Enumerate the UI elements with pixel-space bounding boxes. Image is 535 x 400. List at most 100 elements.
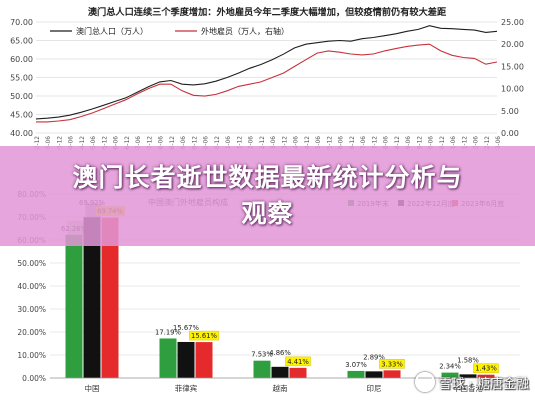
x-axis-tick-label: 2010-06 [204,136,210,150]
x-axis-tick-label: 2011-12 [237,136,243,150]
line-chart-title: 澳门总人口连续三个季度增加：外地雇员今年二季度大幅增加，但较疫情前仍有较大差距 [88,6,447,18]
bar [101,217,119,378]
legend-entry: 澳门总人口（万人） [76,26,148,36]
left-axis-tick-label: 70.00 [10,18,33,27]
right-axis-tick-label: 0.00 [501,129,519,138]
legend-entry: 外地雇员（万人，右轴） [201,26,289,36]
x-axis-tick-label: 2018-06 [384,136,390,150]
y-axis-tick-label: 50.00% [17,259,46,268]
x-axis-tick-label: 2008-12 [170,136,176,150]
x-axis-tick-label: 2020-06 [429,136,435,150]
bar [65,234,83,378]
data-label: 1.58% [457,356,479,364]
x-axis-tick-label: 2023-06 [496,136,502,150]
x-axis-tick-label: 2021-06 [451,136,457,150]
watermark: 雪球 · 糖唐金融 [414,372,529,392]
y-axis-tick-label: 10.00% [17,351,46,360]
x-axis-tick-label: 2011-06 [226,136,232,150]
right-axis-tick-label: 15.00 [501,62,524,71]
title-banner [0,146,535,246]
x-axis-tick-label: 2005-06 [91,136,97,150]
banner-title: 澳门长者逝世数据最新统计分析与 观察 [0,160,535,232]
category-label: 越南 [273,383,288,393]
watermark-text: 雪球 · 糖唐金融 [438,376,529,392]
left-axis-tick-label: 55.00 [10,74,33,83]
data-label-highlight [285,356,311,367]
y-axis-tick-label: 0.00% [22,374,46,383]
x-axis-tick-label: 2004-06 [69,136,75,150]
category-label: 菲律宾 [175,383,198,393]
bar [459,374,477,378]
left-axis-tick-label: 65.00 [10,37,33,46]
category-label: 印尼 [367,384,382,393]
bar [441,372,459,378]
x-axis-tick-label: 2005-12 [102,136,108,150]
right-axis-tick-label: 25.00 [501,18,524,27]
data-label: 4.41% [287,358,309,366]
right-axis-tick-label: 10.00 [501,85,524,94]
data-label: 2.89% [363,353,385,361]
data-label: 1.43% [475,365,497,373]
bar [289,367,307,378]
x-axis-tick-label: 2006-12 [125,136,131,150]
x-axis-tick-label: 2008-06 [159,136,165,150]
bar [365,371,383,378]
data-label: 15.61% [191,332,217,340]
x-axis-tick-label: 2019-06 [406,136,412,150]
bar [253,360,271,378]
x-axis-tick-label: 2019-12 [417,136,423,150]
x-axis-tick-label: 2012-06 [249,136,255,150]
x-axis-tick-label: 2020-12 [440,136,446,150]
bar [271,366,289,378]
x-axis-tick-label: 2009-06 [181,136,187,150]
x-axis-tick-label: 2003-06 [46,136,52,150]
data-label: 3.33% [381,360,403,368]
x-axis-tick-label: 2017-12 [372,136,378,150]
x-axis-tick-label: 2017-06 [361,136,367,150]
left-axis-tick-label: 45.00 [10,111,33,120]
x-axis-tick-label: 2006-06 [114,136,120,150]
right-axis-tick-label: 5.00 [501,107,519,116]
x-axis-tick-label: 2009-12 [192,136,198,150]
banner-title-line1: 澳门长者逝世数据最新统计分析与 [72,163,463,192]
x-axis-tick-label: 2015-12 [327,136,333,150]
y-axis-tick-label: 40.00% [17,282,46,291]
bar [477,374,495,378]
foreign-workers-line [36,43,498,123]
x-axis-tick-label: 2018-12 [395,136,401,150]
data-label: 7.53% [251,351,273,359]
y-axis-tick-label: 20.00% [17,328,46,337]
data-label-highlight [379,359,405,369]
x-axis-tick-label: 2016-12 [350,136,356,150]
bar [83,217,101,378]
snowball-logo-icon [414,372,435,392]
data-label-highlight [473,363,499,373]
bar [159,338,177,378]
bar [383,370,401,378]
data-label: 2.34% [439,363,461,371]
x-axis-tick-label: 2010-12 [215,136,221,150]
category-label: 中国 [85,383,100,393]
x-axis-tick-label: 2021-12 [462,136,468,150]
bar [347,370,365,378]
x-axis-tick-label: 2016-06 [339,136,345,150]
population-line-chart: 澳门总人口连续三个季度增加：外地雇员今年二季度大幅增加，但较疫情前仍有较大差距 4… [0,0,535,150]
data-label: 4.86% [269,349,291,357]
left-axis-tick-label: 60.00 [10,55,33,64]
left-axis-tick-label: 50.00 [10,92,33,101]
category-label: 中国香港 [453,383,483,393]
x-axis-tick-label: 2014-06 [294,136,300,150]
x-axis-tick-label: 2007-06 [136,136,142,150]
x-axis-tick-label: 2007-12 [147,136,153,150]
banner-title-line2: 观察 [241,199,294,228]
total-population-line [35,25,498,120]
x-axis-tick-label: 2022-12 [485,136,491,150]
bar [177,341,195,378]
y-axis-tick-label: 30.00% [17,305,46,314]
data-label: 17.19% [155,328,181,336]
line-chart-background [0,0,535,150]
x-axis-tick-label: 2013-12 [282,136,288,150]
left-axis-tick-label: 40.00 [10,129,33,138]
x-axis-tick-label: 2004-12 [80,136,86,150]
data-label: 3.07% [345,361,367,369]
